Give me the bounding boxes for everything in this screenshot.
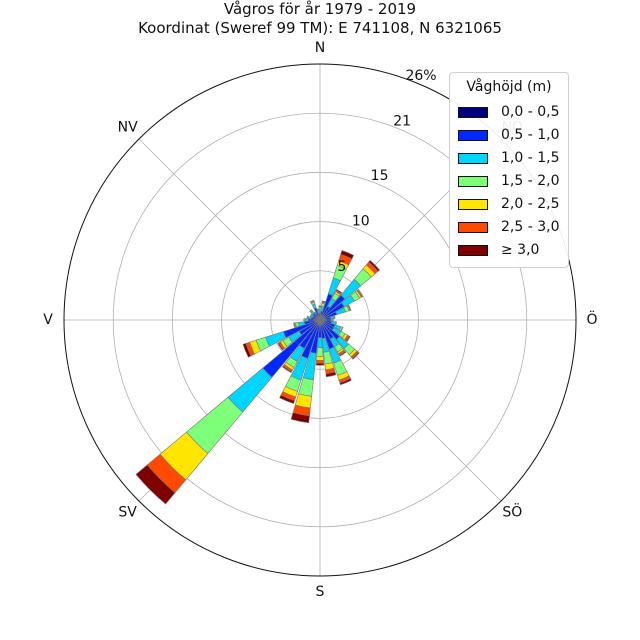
rose-bar-segment bbox=[347, 304, 352, 311]
outer-circle bbox=[63, 63, 577, 577]
rose-bar-segment bbox=[315, 362, 325, 366]
rose-bar-segment bbox=[325, 371, 337, 378]
chart-subtitle: Koordinat (Sweref 99 TM): E 741108, N 63… bbox=[138, 19, 502, 37]
rose-bar-segment bbox=[318, 305, 322, 307]
rose-bar-segment bbox=[339, 351, 347, 357]
rose-bar-segment bbox=[340, 250, 355, 260]
legend-label: 0,5 - 1,0 bbox=[501, 127, 560, 143]
rose-bar-segment bbox=[290, 412, 310, 424]
radial-tick-label: 15 bbox=[371, 168, 389, 184]
rose-bar-segment bbox=[309, 309, 313, 313]
rose-bar-segment bbox=[306, 315, 309, 319]
legend-label: ≥ 3,0 bbox=[501, 242, 540, 258]
legend-swatch bbox=[458, 152, 488, 164]
rose-bar-segment bbox=[242, 343, 252, 358]
legend-swatch bbox=[458, 221, 488, 233]
legend-item: 1,5 - 2,0 bbox=[458, 171, 559, 191]
direction-label: S bbox=[316, 584, 325, 600]
legend-swatch bbox=[458, 129, 488, 141]
legend-item: 1,0 - 1,5 bbox=[458, 148, 559, 168]
rose-bar-segment bbox=[317, 337, 323, 348]
direction-label: N bbox=[315, 40, 325, 56]
legend-item: 0,0 - 0,5 bbox=[458, 102, 559, 122]
direction-label: Ö bbox=[586, 310, 597, 328]
legend-title: Våghöjd (m) bbox=[466, 79, 552, 95]
rose-bar-segment bbox=[315, 359, 325, 364]
grid-circle bbox=[112, 112, 528, 528]
legend-swatch bbox=[458, 175, 488, 187]
grid-circle bbox=[270, 270, 370, 370]
legend-swatch bbox=[458, 198, 488, 210]
rose-bar-segment bbox=[340, 326, 344, 332]
radial-tick-label: 26% bbox=[405, 68, 436, 84]
grid-circle bbox=[171, 171, 469, 469]
rose-bar-segment bbox=[332, 318, 334, 322]
direction-label: NV bbox=[118, 120, 138, 136]
rose-bar-segment bbox=[316, 308, 320, 310]
legend-item: 2,0 - 2,5 bbox=[458, 194, 559, 214]
legend-label: 1,5 - 2,0 bbox=[501, 173, 560, 189]
rose-bar-segment bbox=[279, 394, 295, 404]
rose-bar-segment bbox=[333, 315, 336, 319]
direction-label: V bbox=[43, 312, 53, 328]
direction-label: SÖ bbox=[502, 502, 522, 520]
rose-bar-segment bbox=[316, 355, 324, 361]
legend-swatch bbox=[458, 244, 488, 256]
grid-circle bbox=[221, 221, 419, 419]
rose-bar-segment bbox=[368, 259, 381, 272]
legend-label: 0,0 - 0,5 bbox=[501, 104, 560, 120]
legend-item: 0,5 - 1,0 bbox=[458, 125, 559, 145]
rose-bar-segment bbox=[293, 322, 296, 328]
radial-tick-label: 5 bbox=[337, 259, 346, 275]
radial-tick-label: 10 bbox=[352, 214, 370, 230]
legend-label: 1,0 - 1,5 bbox=[501, 150, 560, 166]
direction-label: SV bbox=[118, 504, 137, 520]
rose-bar-segment bbox=[345, 335, 351, 342]
rose-bar-segment bbox=[321, 300, 326, 303]
legend-swatch bbox=[458, 106, 488, 118]
legend: Våghöjd (m) 0,0 - 0,5 0,5 - 1,0 1,0 - 1,… bbox=[449, 72, 569, 268]
radial-tick-label: 21 bbox=[393, 114, 411, 130]
rose-bar-segment bbox=[135, 464, 176, 505]
rose-bar-segment bbox=[281, 365, 292, 374]
rose-bar-segment bbox=[316, 347, 324, 357]
rose-bar-segment bbox=[339, 378, 352, 386]
legend-item: ≥ 3,0 bbox=[458, 240, 539, 260]
bars bbox=[135, 250, 381, 505]
legend-label: 2,5 - 3,0 bbox=[501, 219, 560, 235]
rose-bar-segment bbox=[351, 351, 360, 360]
rose-bar-segment bbox=[303, 318, 305, 322]
rose-bar-segment bbox=[334, 321, 337, 326]
chart-title: Vågros för år 1979 - 2019 bbox=[223, 0, 417, 18]
rose-bar-segment bbox=[304, 318, 309, 322]
rose-bar-segment bbox=[277, 342, 284, 351]
legend-item: 2,5 - 3,0 bbox=[458, 217, 559, 237]
rose-bar-segment bbox=[310, 299, 315, 303]
legend-label: 2,0 - 2,5 bbox=[501, 196, 560, 212]
rose-bar-segment bbox=[335, 288, 343, 294]
rose-bar-segment bbox=[357, 289, 364, 298]
spoke-line bbox=[138, 138, 321, 321]
